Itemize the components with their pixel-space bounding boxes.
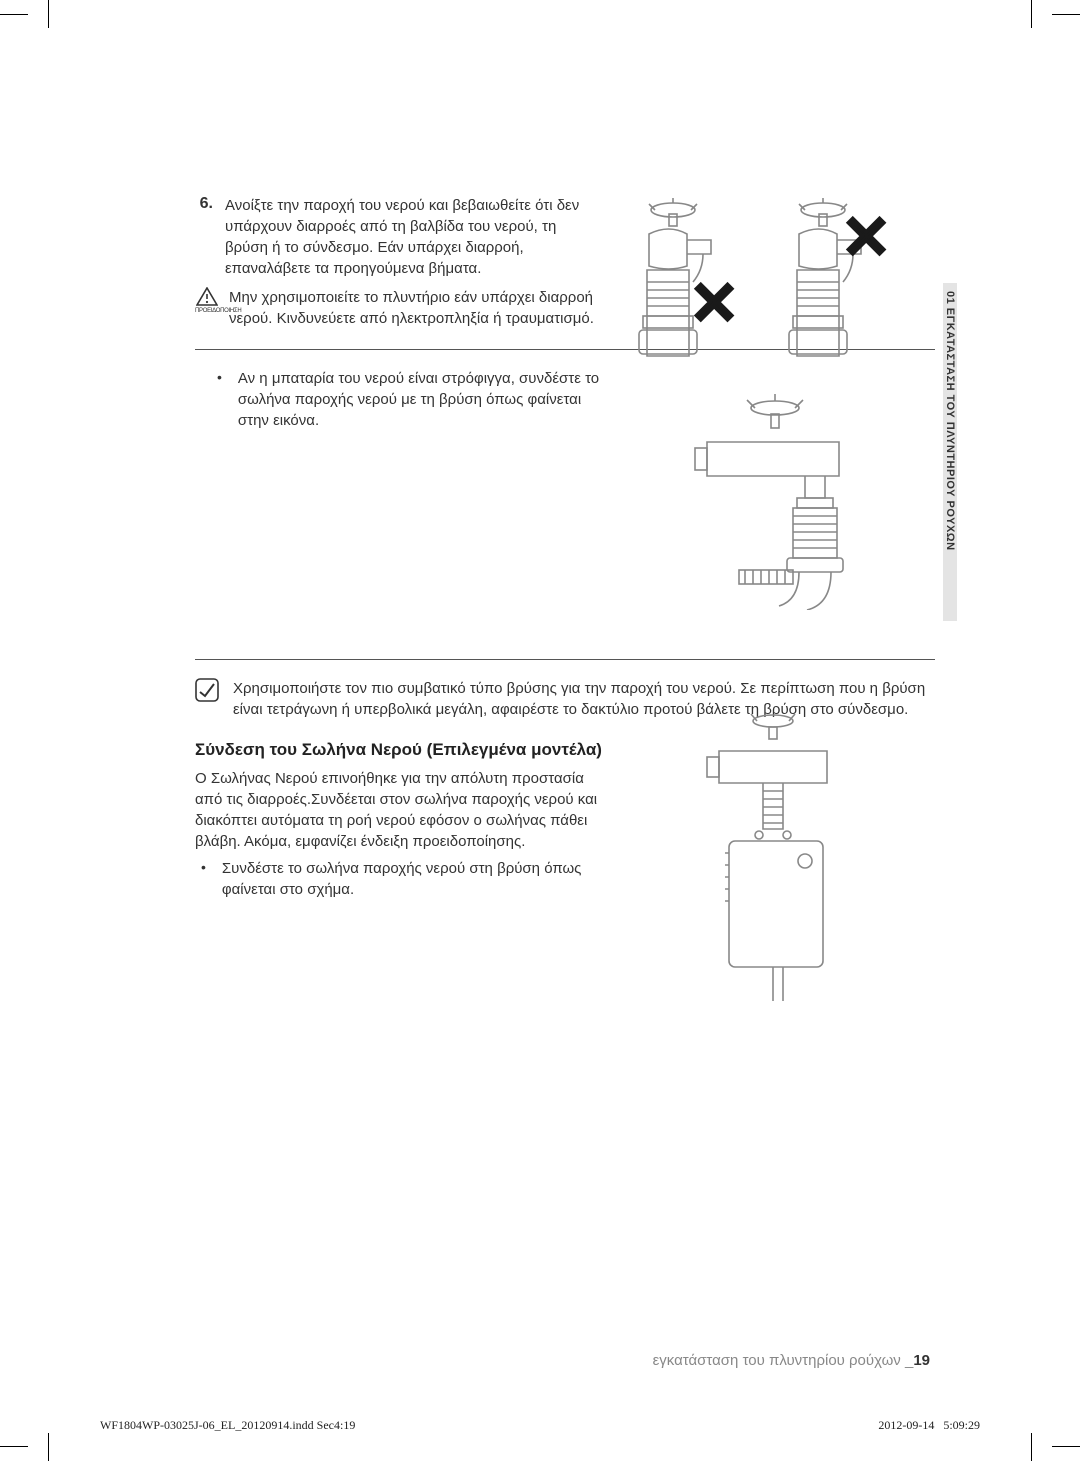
page-content: ✕ ✕: [195, 195, 935, 900]
print-date: 2012-09-14: [878, 1418, 934, 1432]
step-text: Ανοίξτε την παροχή του νερού και βεβαιωθ…: [225, 195, 595, 279]
bullet-dot: •: [201, 858, 206, 900]
page-number: 19: [913, 1352, 930, 1369]
warning-icon: ΠΡΟΕΙΔΟΠΟΙΗΣΗ: [195, 287, 219, 314]
note-icon: [195, 678, 219, 720]
warning-text: Μην χρησιμοποιείτε το πλυντήριο εάν υπάρ…: [229, 287, 609, 329]
illustration-aquastop: [655, 705, 885, 1005]
bullet-text: Αν η μπαταρία του νερού είναι στρόφιγγα,…: [238, 368, 608, 431]
chapter-tab-label: 01 ΕΓΚΑΤΑΣΤΑΣΗ ΤΟΥ ΠΛΥΝΤΗΡΙΟΥ ΡΟΥΧΩΝ: [943, 283, 957, 621]
svg-text:✕: ✕: [841, 204, 891, 271]
warning-caption: ΠΡΟΕΙΔΟΠΟΙΗΣΗ: [195, 308, 219, 314]
illustration-tap-hose: [655, 390, 895, 610]
page-footer: εγκατάσταση του πλυντηρίου ρούχων _19: [653, 1352, 930, 1369]
print-file: WF1804WP-03025J-06_EL_20120914.indd Sec4…: [100, 1418, 355, 1433]
step-number: 6.: [195, 195, 213, 279]
svg-text:✕: ✕: [689, 270, 739, 337]
divider: [195, 659, 935, 660]
section-body: Ο Σωλήνας Νερού επινοήθηκε για την απόλυ…: [195, 768, 615, 852]
bullet-dot: •: [217, 368, 222, 431]
print-time: 5:09:29: [943, 1418, 980, 1432]
print-info: WF1804WP-03025J-06_EL_20120914.indd Sec4…: [100, 1418, 980, 1433]
bullet-text: Συνδέστε το σωλήνα παροχής νερού στη βρύ…: [222, 858, 622, 900]
footer-text: εγκατάσταση του πλυντηρίου ρούχων _: [653, 1352, 914, 1369]
illustration-incorrect-taps: ✕ ✕: [625, 190, 905, 365]
